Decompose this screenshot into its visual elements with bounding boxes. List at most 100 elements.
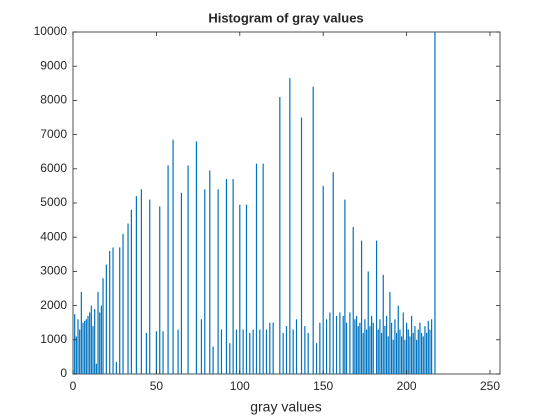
x-tick-label: 150 [313, 379, 333, 393]
bar [187, 165, 189, 374]
x-axis-label: gray values [250, 399, 322, 415]
bar [394, 319, 396, 374]
x-tick-label: 50 [150, 379, 164, 393]
bar [135, 196, 137, 374]
bar [167, 165, 169, 374]
bar [87, 315, 89, 374]
bar [265, 329, 268, 374]
bar [426, 332, 428, 374]
bar [352, 226, 354, 374]
bar [384, 326, 386, 374]
y-tick-label: 9000 [40, 58, 67, 72]
bar [97, 291, 99, 374]
bar [149, 199, 151, 374]
bar [73, 339, 74, 374]
bar [92, 326, 94, 374]
bar [239, 204, 241, 374]
bar [349, 312, 351, 374]
bar [319, 322, 321, 374]
bar [180, 192, 183, 374]
bar [416, 339, 418, 374]
bar [397, 305, 399, 374]
bar [390, 322, 393, 374]
bar [95, 363, 97, 374]
bar [82, 322, 84, 374]
bar [122, 233, 124, 374]
bar [115, 362, 117, 374]
bar [382, 274, 384, 374]
bar [405, 322, 408, 374]
bar [364, 319, 366, 374]
bar [235, 329, 238, 374]
bar [332, 172, 334, 374]
bar [329, 312, 331, 374]
bar [195, 141, 198, 374]
bar [292, 329, 294, 374]
bar [429, 329, 431, 374]
bar [399, 329, 401, 374]
bar [409, 336, 411, 374]
y-tick-label: 4000 [40, 229, 67, 243]
y-tick-label: 2000 [40, 298, 67, 312]
bar [225, 179, 228, 374]
axes-box [72, 31, 501, 375]
bar [315, 343, 318, 374]
bar [389, 291, 391, 374]
bar [217, 189, 219, 374]
y-tick-label: 0 [60, 366, 67, 380]
x-tick-label: 0 [70, 379, 77, 393]
bar [140, 189, 142, 374]
y-tick-label: 7000 [40, 127, 67, 141]
bar [245, 204, 248, 374]
bar [269, 322, 271, 374]
bar [75, 336, 77, 374]
bar [255, 163, 258, 374]
bar [295, 319, 298, 374]
bar [370, 315, 373, 374]
x-tick-label: 250 [480, 379, 500, 393]
bar [85, 319, 87, 374]
bar [300, 117, 303, 374]
bar [362, 332, 364, 374]
bar [369, 326, 371, 374]
bar [100, 305, 102, 374]
bar [312, 86, 314, 374]
bar [424, 326, 426, 374]
bar [200, 319, 203, 374]
bar [262, 163, 264, 374]
bar [392, 339, 394, 374]
bar [345, 322, 348, 374]
bar [344, 199, 346, 374]
bar [77, 319, 79, 374]
bar [359, 322, 361, 374]
bar [355, 315, 358, 374]
y-tick-label: 8000 [40, 93, 67, 107]
x-tick-label: 200 [397, 379, 417, 393]
bar [220, 329, 223, 374]
bar [252, 329, 254, 374]
bar [410, 315, 413, 374]
bar [249, 332, 251, 374]
bar [419, 322, 421, 374]
bar [339, 312, 341, 374]
bar [307, 332, 309, 374]
y-tick-label: 1000 [40, 332, 67, 346]
bar [242, 329, 244, 374]
bar [212, 346, 214, 374]
bar [322, 185, 324, 374]
bar [387, 336, 389, 374]
bar [407, 329, 409, 374]
bar [282, 332, 284, 374]
bar [90, 305, 92, 374]
bar [232, 179, 234, 374]
y-tick-label: 5000 [40, 195, 67, 209]
bar [325, 319, 328, 374]
bar [102, 278, 104, 374]
bar [112, 247, 114, 374]
bar [162, 331, 164, 374]
bar [395, 332, 398, 374]
bar [172, 139, 174, 374]
bar [127, 223, 129, 374]
bar [155, 331, 157, 374]
bar [109, 250, 111, 374]
